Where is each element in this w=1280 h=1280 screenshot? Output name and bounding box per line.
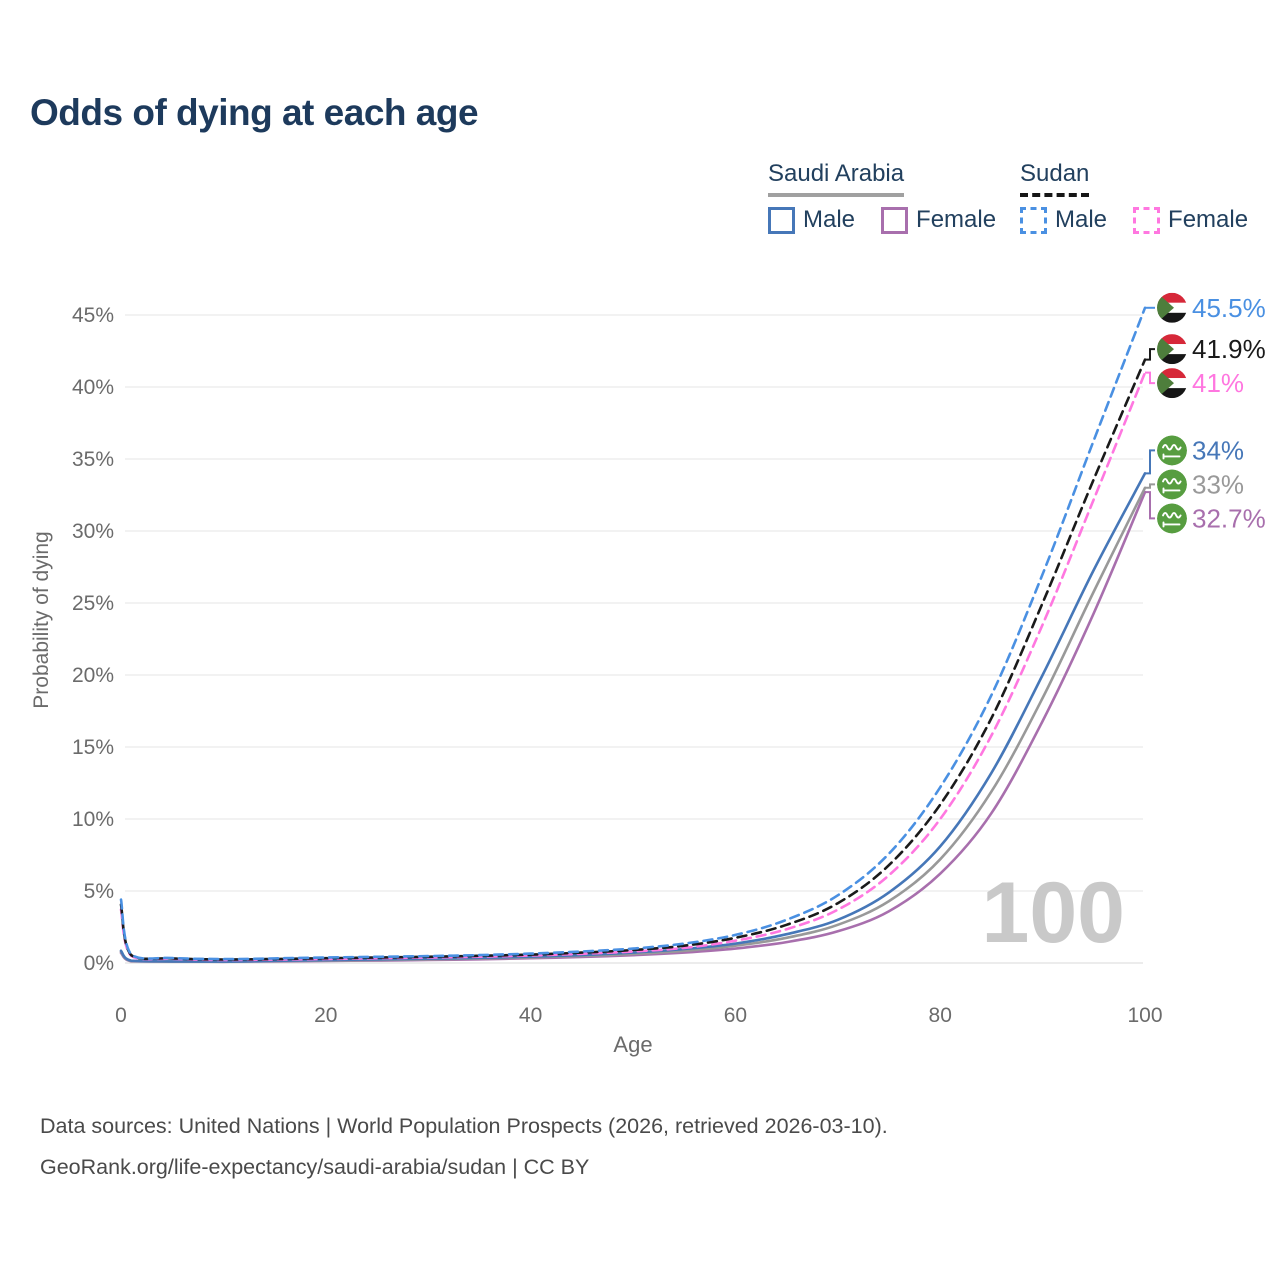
x-axis-tick-label: 80: [929, 1004, 952, 1027]
saudi-male-swatch-icon: [768, 206, 795, 234]
label-connector: [1145, 371, 1155, 385]
y-axis-tick-label: 45%: [72, 304, 114, 327]
label-connector: [1145, 449, 1155, 475]
legend-country-saudi-arabia[interactable]: Saudi Arabia: [768, 160, 905, 197]
y-axis-tick-label: 25%: [72, 592, 114, 615]
x-axis-tick-label: 40: [519, 1004, 542, 1027]
flag-saudi-arabia-icon: [1157, 503, 1187, 534]
legend-group-sudan: Sudan Male Female: [1020, 160, 1248, 234]
y-axis-tick-label: 0%: [84, 952, 114, 975]
y-axis-title: Probability of dying: [30, 531, 53, 708]
series-end-label-saudi-male: 34%: [1192, 435, 1244, 465]
series-line-saudi-male[interactable]: [119, 472, 1147, 963]
legend-item-sudan-male[interactable]: Male: [1020, 206, 1107, 234]
legend-item-saudi-female[interactable]: Female: [881, 206, 996, 234]
footer-line-2: GeoRank.org/life-expectancy/saudi-arabia…: [40, 1155, 590, 1179]
series-end-label-sudan-male: 45.5%: [1192, 293, 1266, 323]
y-axis-tick-label: 20%: [72, 664, 114, 687]
legend-label-sudan-male: Male: [1055, 206, 1108, 233]
series-line-sudan-male[interactable]: [119, 306, 1147, 961]
page-title: Odds of dying at each age: [30, 92, 479, 133]
x-axis-tick-label: 0: [115, 1004, 127, 1027]
data-sources-footer: Data sources: United Nations | World Pop…: [40, 1106, 888, 1188]
x-axis-tick-label: 60: [724, 1004, 747, 1027]
series-line-sudan-both[interactable]: [119, 358, 1147, 961]
legend-item-sudan-female[interactable]: Female: [1133, 206, 1248, 234]
series-end-label-saudi-female: 32.7%: [1192, 503, 1266, 533]
y-axis-tick-label: 5%: [84, 880, 114, 903]
saudi-female-swatch-icon: [881, 206, 909, 234]
flag-sudan-icon: [1157, 368, 1187, 399]
y-axis-tick-label: 10%: [72, 808, 114, 831]
x-axis-title: Age: [613, 1032, 652, 1057]
legend-label-saudi-male: Male: [803, 206, 856, 233]
y-axis-tick-label: 30%: [72, 520, 114, 543]
series-end-label-saudi-both: 33%: [1192, 469, 1244, 499]
label-connector: [1145, 483, 1155, 489]
x-axis-tick-label: 100: [1127, 1004, 1162, 1027]
y-axis-tick-label: 35%: [72, 448, 114, 471]
legend-label-sudan-female: Female: [1168, 206, 1249, 233]
legend-group-saudi-arabia: Saudi Arabia Male Female: [768, 160, 996, 234]
sudan-male-swatch-icon: [1020, 206, 1047, 234]
label-connector: [1145, 348, 1155, 361]
flag-saudi-arabia-icon: [1157, 435, 1187, 466]
flag-saudi-arabia-icon: [1157, 469, 1187, 500]
label-connector: [1145, 491, 1155, 520]
sudan-female-swatch-icon: [1133, 206, 1161, 234]
x-axis-tick-label: 20: [314, 1004, 337, 1027]
watermark-age-100: 100: [982, 865, 1126, 961]
y-axis-tick-label: 40%: [72, 376, 114, 399]
series-end-label-sudan-female: 41%: [1192, 368, 1244, 398]
footer-line-1: Data sources: United Nations | World Pop…: [40, 1114, 888, 1138]
y-axis-tick-label: 15%: [72, 736, 114, 759]
legend-label-saudi-female: Female: [916, 206, 997, 233]
flag-sudan-icon: [1157, 292, 1187, 323]
flag-sudan-icon: [1157, 334, 1187, 365]
series-end-label-sudan-both: 41.9%: [1192, 334, 1266, 364]
legend-item-saudi-male[interactable]: Male: [768, 206, 855, 234]
legend-country-sudan[interactable]: Sudan: [1020, 160, 1090, 197]
